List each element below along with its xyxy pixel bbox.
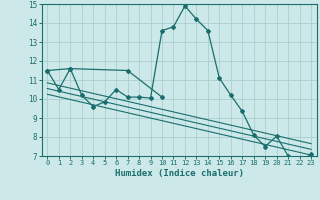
- X-axis label: Humidex (Indice chaleur): Humidex (Indice chaleur): [115, 169, 244, 178]
